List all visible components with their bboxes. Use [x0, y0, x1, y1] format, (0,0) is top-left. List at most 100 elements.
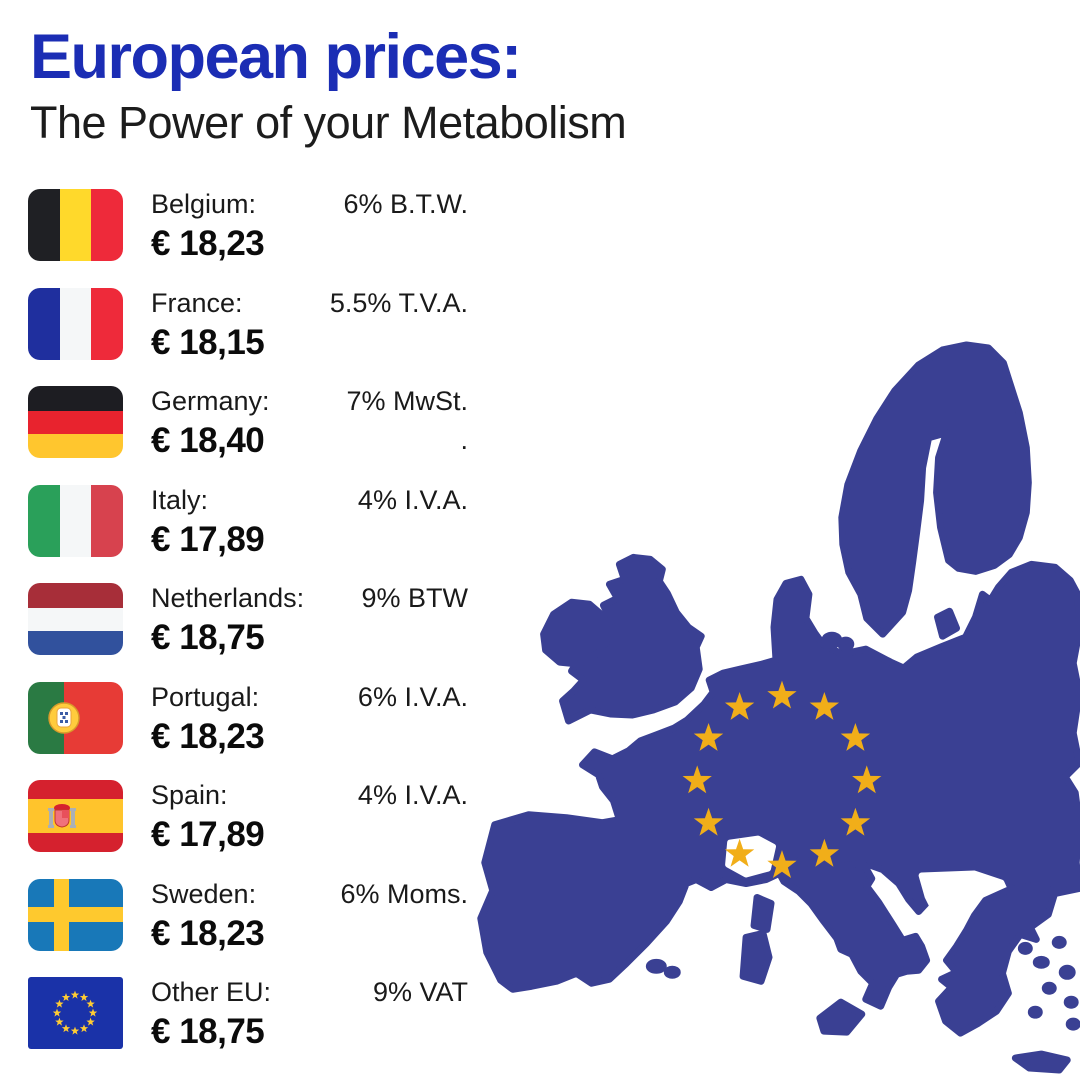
- country-price-block: Sweden: € 18,23: [151, 876, 265, 954]
- price-row-italy: Italy: € 17,89 4% I.V.A.: [28, 482, 468, 581]
- map-danish-island: [837, 636, 855, 652]
- page-subtitle: The Power of your Metabolism: [30, 97, 627, 148]
- other-eu-flag-icon: [28, 977, 123, 1049]
- header: European prices: The Power of your Metab…: [30, 22, 1050, 150]
- eu-star-icon: [724, 838, 755, 867]
- country-price-block: Portugal: € 18,23: [151, 679, 265, 757]
- country-label: Germany:: [151, 386, 270, 416]
- sweden-flag-icon: [28, 878, 123, 951]
- country-price-block: Germany: € 18,40: [151, 383, 270, 461]
- vat-label: 6% B.T.W.: [343, 189, 468, 219]
- vat-block: 9% VAT: [373, 974, 468, 1011]
- price-list: Belgium: € 18,23 6% B.T.W. France: € 18,15 5.…: [28, 186, 468, 1073]
- map-aegean-island: [1058, 964, 1076, 980]
- price-value: € 17,89: [151, 815, 265, 854]
- country-label: Belgium:: [151, 189, 257, 219]
- eu-star-icon: [852, 765, 882, 794]
- map-balearic-island: [645, 958, 667, 974]
- eu-star-icon: [840, 807, 871, 836]
- eu-star-icon: [840, 722, 871, 751]
- map-aegean-island: [1063, 995, 1079, 1009]
- price-value: € 18,75: [151, 1012, 265, 1051]
- price-row-sweden: Sweden: € 18,23 6% Moms.: [28, 876, 468, 975]
- eu-star-icon: [767, 850, 797, 879]
- vat-block: 6% B.T.W.: [343, 186, 468, 223]
- country-price-block: Belgium: € 18,23: [151, 186, 265, 264]
- country-price-block: Netherlands: € 18,75: [151, 580, 304, 658]
- country-label: Portugal:: [151, 681, 260, 712]
- country-price-block: Other EU: € 18,75: [151, 974, 271, 1052]
- vat-label: 4% I.V.A.: [357, 780, 468, 810]
- portugal-flag-icon: [28, 681, 123, 754]
- country-price-block: Italy: € 17,89: [151, 482, 265, 560]
- vat-label: 7% MwSt.: [346, 386, 468, 416]
- map-sardinia: [739, 929, 773, 985]
- vat-block: 6% I.V.A.: [358, 679, 468, 716]
- country-label: Sweden:: [151, 878, 257, 909]
- country-label: Netherlands:: [151, 583, 305, 613]
- map-crete: [1011, 1050, 1071, 1074]
- map-ireland: [540, 598, 611, 668]
- country-label: Spain:: [151, 780, 228, 810]
- map-aegean-island: [1041, 981, 1057, 995]
- country-price-block: Spain: € 17,89: [151, 777, 265, 855]
- map-islands: [645, 607, 1080, 1074]
- spain-flag-icon: [28, 780, 123, 852]
- country-label: Other EU:: [151, 977, 272, 1007]
- vat-block: 5.5% T.V.A.: [330, 285, 468, 322]
- map-aegean-island: [1017, 941, 1033, 955]
- map-italy: [774, 859, 931, 1010]
- map-corsica: [750, 893, 775, 933]
- map-sicily: [816, 998, 866, 1036]
- france-flag-icon: [28, 287, 123, 360]
- eu-star-icon: [809, 838, 840, 867]
- price-row-france: France: € 18,15 5.5% T.V.A.: [28, 285, 468, 384]
- price-row-netherlands: Netherlands: € 18,75 9% BTW: [28, 580, 468, 679]
- price-value: € 18,40: [151, 421, 265, 460]
- price-value: € 18,23: [151, 716, 265, 756]
- eu-star-icon: [682, 765, 712, 794]
- eu-star-icon: [693, 807, 724, 836]
- map-greece: [935, 882, 1059, 1037]
- vat-label: 6% I.V.A.: [357, 681, 468, 712]
- germany-flag-icon: [28, 386, 123, 458]
- vat-label: 4% I.V.A.: [357, 484, 468, 515]
- map-scandinavia: [838, 341, 1032, 638]
- vat-block: 4% I.V.A.: [358, 482, 468, 519]
- price-value: € 18,75: [151, 618, 265, 657]
- vat-label: 9% BTW: [361, 583, 468, 613]
- price-value: € 17,89: [151, 519, 265, 559]
- map-gotland: [934, 607, 961, 640]
- map-aegean-island: [1051, 935, 1067, 949]
- map-balearic-island: [663, 965, 681, 979]
- price-row-belgium: Belgium: € 18,23 6% B.T.W.: [28, 186, 468, 285]
- vat-label: 6% Moms.: [340, 878, 468, 909]
- eu-star-icon: [767, 680, 797, 709]
- eu-map: [470, 332, 1080, 1080]
- price-value: € 18,15: [151, 322, 265, 362]
- vat-label: 9% VAT: [372, 977, 468, 1007]
- price-row-other-eu: Other EU: € 18,75 9% VAT: [28, 974, 468, 1073]
- vat-label-line2: .: [460, 425, 468, 455]
- price-value: € 18,23: [151, 913, 265, 953]
- belgium-flag-icon: [28, 189, 123, 261]
- price-row-spain: Spain: € 17,89 4% I.V.A.: [28, 777, 468, 876]
- vat-block: 4% I.V.A.: [358, 777, 468, 814]
- eu-star-icon: [693, 722, 724, 751]
- eu-map-svg: [477, 341, 1080, 1074]
- vat-block: 9% BTW: [361, 580, 468, 617]
- price-row-portugal: Portugal: € 18,23 6% I.V.A.: [28, 679, 468, 778]
- italy-flag-icon: [28, 484, 123, 557]
- price-row-germany: Germany: € 18,40 7% MwSt..: [28, 383, 468, 482]
- map-aegean-island: [1032, 955, 1050, 969]
- vat-block: 6% Moms.: [340, 876, 468, 913]
- country-label: France:: [151, 287, 243, 318]
- country-price-block: France: € 18,15: [151, 285, 265, 363]
- eu-star-icon: [724, 691, 755, 720]
- netherlands-flag-icon: [28, 583, 123, 655]
- map-aegean-island: [1065, 1017, 1080, 1031]
- map-danish-island: [821, 631, 843, 649]
- vat-label: 5.5% T.V.A.: [329, 287, 468, 318]
- price-value: € 18,23: [151, 224, 265, 263]
